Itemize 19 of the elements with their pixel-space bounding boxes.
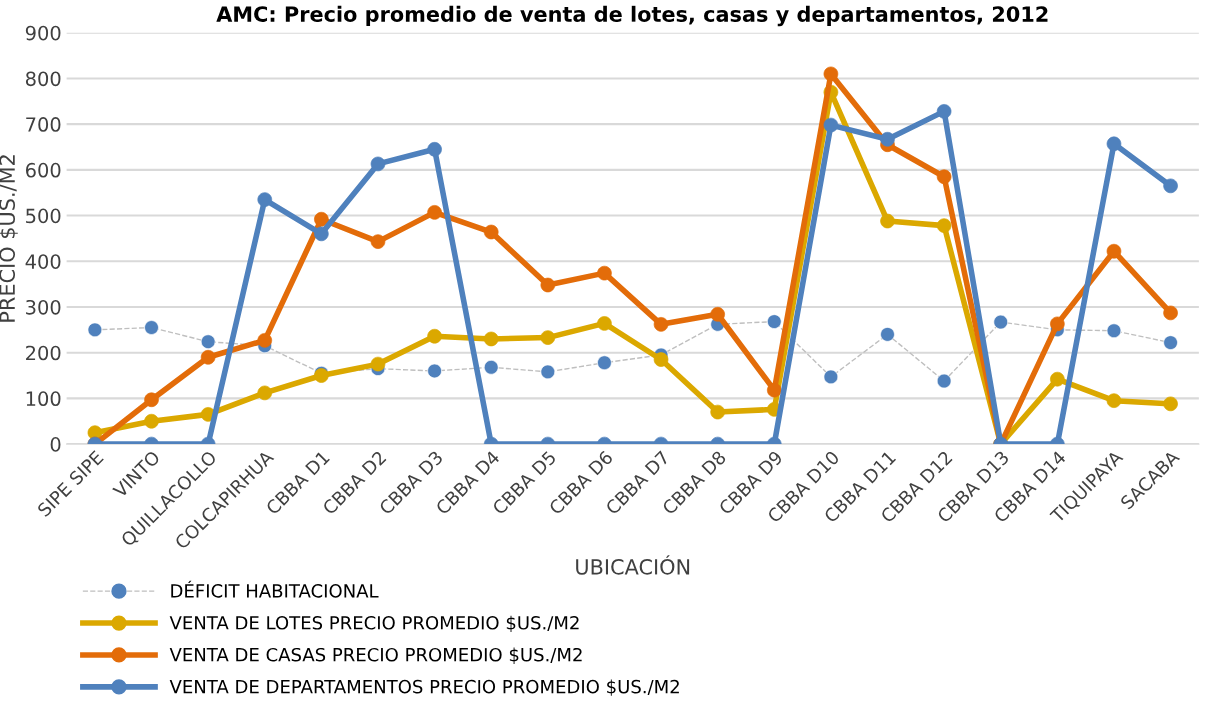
x-axis-title: UBICACIÓN (576, 555, 690, 575)
y-tick-label: 800 (25, 71, 61, 87)
legend-label: VENTA DE DEPARTAMENTOS PRECIO PROMEDIO $US./M2 (169, 679, 679, 696)
chart-title: AMC: Precio promedio de venta de lotes, casas y departamentos, 2012 (216, 5, 1048, 27)
legend-label: VENTA DE LOTES PRECIO PROMEDIO $US./M2 (169, 615, 579, 633)
y-tick-label: 400 (25, 254, 61, 269)
y-tick-label: 100 (26, 391, 61, 407)
y-tick-label: 700 (26, 117, 61, 132)
point (823, 369, 839, 385)
y-tick-label: 300 (26, 299, 61, 315)
y-tick-label: 0 (50, 437, 61, 452)
y-tick-label: 600 (25, 162, 61, 178)
legend-label: DÉFICIT HABITACIONAL (171, 580, 379, 598)
point (370, 156, 386, 172)
point (936, 373, 952, 389)
y-tick-label: 200 (26, 345, 61, 361)
legend-label: VENTA DE CASAS PRECIO PROMEDIO $US./M2 (169, 647, 582, 664)
y-tick-label: 900 (25, 25, 61, 41)
y-tick-label: 500 (26, 208, 61, 224)
